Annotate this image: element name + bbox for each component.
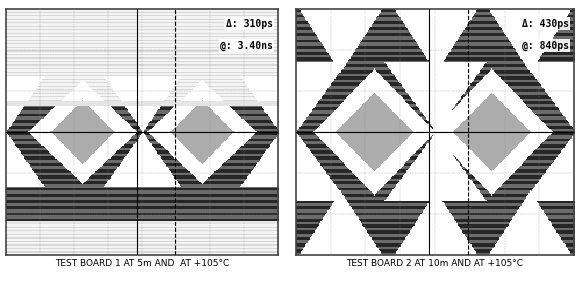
Text: Δ: 310ps: Δ: 310ps (226, 19, 273, 28)
Text: Δ: 430ps: Δ: 430ps (521, 19, 568, 28)
Text: @: 840ps: @: 840ps (521, 41, 568, 51)
X-axis label: TEST BOARD 2 AT 10m AND AT +105°C: TEST BOARD 2 AT 10m AND AT +105°C (346, 259, 524, 268)
Text: @: 3.40ns: @: 3.40ns (220, 41, 273, 51)
X-axis label: TEST BOARD 1 AT 5m AND  AT +105°C: TEST BOARD 1 AT 5m AND AT +105°C (55, 259, 229, 268)
